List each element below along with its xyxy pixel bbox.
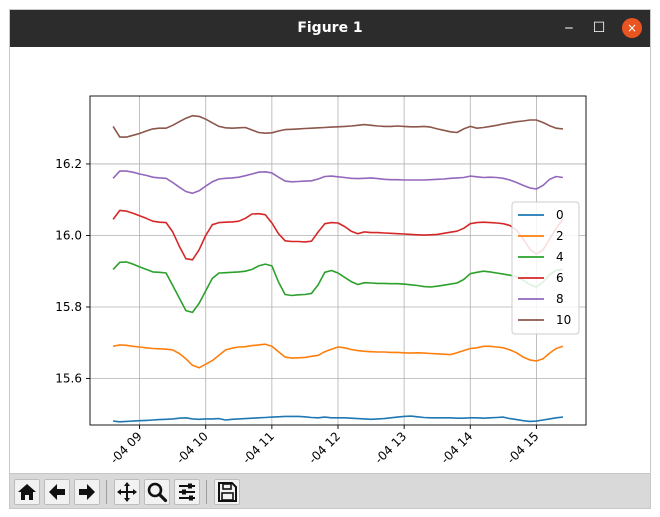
toolbar-separator bbox=[206, 480, 207, 504]
legend-label-0: 0 bbox=[556, 208, 564, 222]
subplots-config-icon bbox=[179, 483, 195, 501]
legend-label-10: 10 bbox=[556, 313, 571, 327]
home-icon bbox=[18, 484, 36, 500]
maximize-button[interactable]: ☐ bbox=[592, 20, 606, 36]
save-floppy-icon bbox=[218, 482, 237, 502]
configure-subplots-button[interactable] bbox=[174, 479, 200, 505]
legend-label-4: 4 bbox=[556, 250, 564, 264]
legend-label-2: 2 bbox=[556, 229, 564, 243]
y-tick-label: 16.2 bbox=[55, 157, 82, 171]
home-button[interactable] bbox=[14, 479, 40, 505]
navigation-toolbar bbox=[10, 473, 650, 508]
toolbar-separator bbox=[106, 480, 107, 504]
close-button[interactable]: × bbox=[622, 18, 642, 38]
x-tick-label: -04 09 bbox=[107, 429, 144, 466]
x-tick-label: -04 12 bbox=[306, 429, 343, 466]
title-bar[interactable]: Figure 1 ‒ ☐ × bbox=[10, 10, 650, 47]
forward-arrow-icon bbox=[79, 484, 95, 500]
window-title: Figure 1 bbox=[297, 20, 363, 36]
save-button[interactable] bbox=[214, 479, 240, 505]
pan-move-icon bbox=[117, 482, 137, 502]
minimize-button[interactable]: ‒ bbox=[564, 20, 574, 36]
figure-canvas[interactable]: 15.6 15.8 16.0 16.2 -04 09 -04 10 -04 11 -04 12… bbox=[10, 47, 650, 473]
y-tick-label: 15.8 bbox=[55, 300, 82, 314]
back-button[interactable] bbox=[44, 479, 70, 505]
line-chart: 15.6 15.8 16.0 16.2 -04 09 -04 10 -04 11 -04 12… bbox=[55, 95, 587, 466]
legend-label-6: 6 bbox=[556, 271, 564, 285]
x-tick-label: -04 14 bbox=[438, 429, 475, 466]
forward-button[interactable] bbox=[74, 479, 100, 505]
pan-button[interactable] bbox=[114, 479, 140, 505]
figure-window: Figure 1 ‒ ☐ × 15.6 15.8 16.0 16.2 -04 09 -04… bbox=[9, 9, 651, 509]
series-line-4 bbox=[112, 261, 563, 314]
x-tick-label: -04 15 bbox=[504, 429, 541, 466]
x-tick-label: -04 13 bbox=[372, 429, 409, 466]
y-tick-label: 16.0 bbox=[55, 228, 82, 242]
zoom-button[interactable] bbox=[144, 479, 170, 505]
series-line-0 bbox=[113, 415, 563, 423]
legend-box bbox=[511, 201, 580, 335]
y-tick-label: 15.6 bbox=[55, 372, 82, 386]
series-line-8 bbox=[112, 170, 564, 195]
x-tick-label: -04 10 bbox=[174, 429, 211, 466]
series-line-10 bbox=[112, 114, 563, 138]
back-arrow-icon bbox=[49, 484, 65, 500]
series-line-6 bbox=[112, 209, 564, 261]
series-line-2 bbox=[112, 343, 564, 369]
zoom-magnifier-icon bbox=[147, 482, 168, 503]
legend-label-8: 8 bbox=[556, 292, 564, 306]
x-tick-label: -04 11 bbox=[240, 429, 277, 466]
